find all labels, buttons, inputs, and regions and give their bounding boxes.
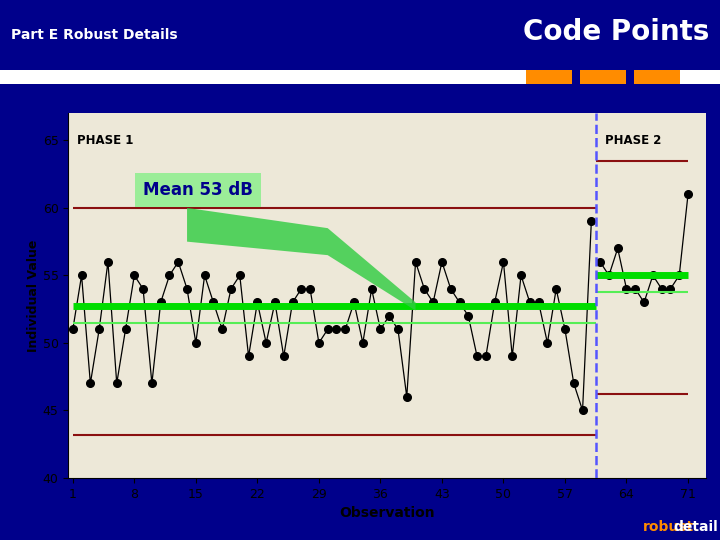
Text: Code Points: Code Points — [523, 18, 709, 46]
Text: robust: robust — [643, 519, 694, 534]
Text: PHASE 2: PHASE 2 — [605, 133, 661, 147]
Text: Robust Detail - Performance by Phase: Robust Detail - Performance by Phase — [197, 89, 523, 103]
X-axis label: Observation: Observation — [339, 506, 435, 520]
Text: detail: detail — [674, 519, 719, 534]
Text: PHASE 1: PHASE 1 — [77, 133, 134, 147]
Polygon shape — [187, 208, 415, 310]
Y-axis label: Individual Value: Individual Value — [27, 239, 40, 352]
Text: Mean 53 dB: Mean 53 dB — [143, 181, 253, 199]
Text: Part E Robust Details: Part E Robust Details — [11, 28, 177, 42]
